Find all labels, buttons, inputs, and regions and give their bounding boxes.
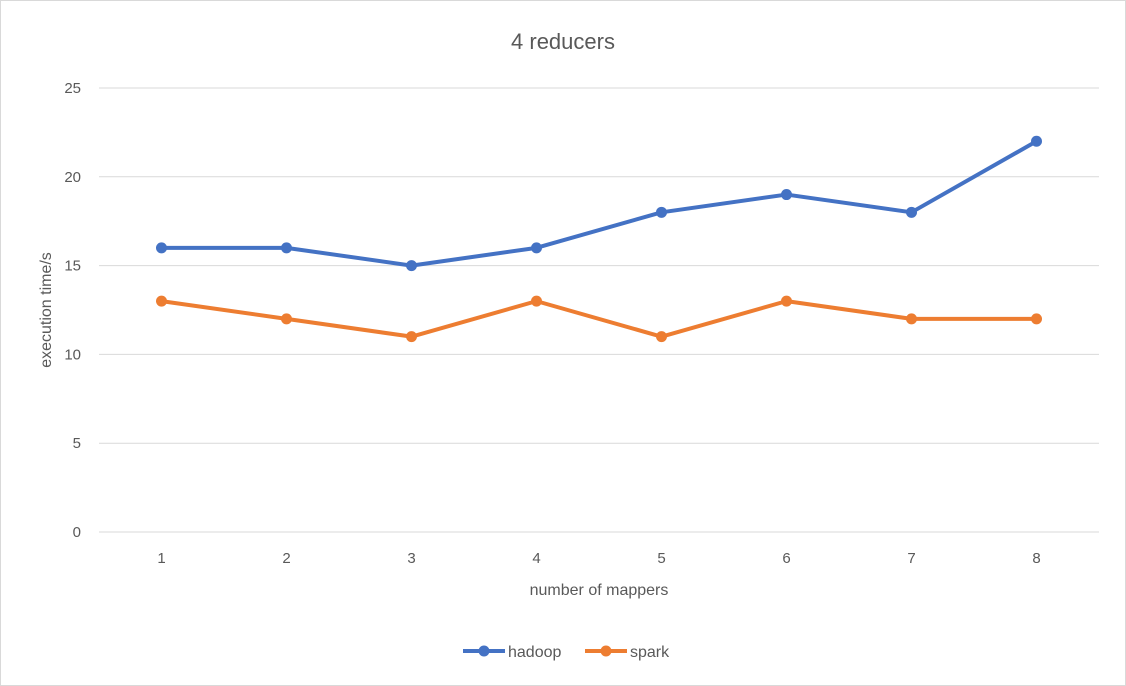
x-axis-ticks: 1 2 3 4 5 6 7 8 bbox=[157, 550, 1040, 567]
x-tick-label: 7 bbox=[907, 550, 915, 567]
data-point-hadoop bbox=[156, 242, 167, 254]
legend: hadoop spark bbox=[463, 644, 670, 661]
x-tick-label: 2 bbox=[282, 550, 290, 567]
series-line-hadoop bbox=[159, 139, 1039, 268]
legend-marker-spark bbox=[600, 645, 612, 657]
data-point-spark bbox=[1031, 313, 1042, 325]
data-point-hadoop bbox=[281, 242, 292, 254]
legend-label-hadoop: hadoop bbox=[508, 644, 561, 661]
x-tick-label: 1 bbox=[157, 550, 165, 567]
x-axis-label: number of mappers bbox=[530, 582, 669, 599]
data-point-spark bbox=[406, 331, 417, 343]
data-point-spark bbox=[281, 313, 292, 325]
y-tick-label: 25 bbox=[64, 80, 81, 97]
data-point-spark bbox=[781, 295, 792, 307]
y-axis-ticks: 0 5 10 15 20 25 bbox=[64, 80, 81, 541]
y-tick-label: 0 bbox=[73, 524, 81, 541]
series-layer bbox=[156, 135, 1042, 343]
legend-item-spark: spark bbox=[585, 644, 670, 661]
y-tick-label: 5 bbox=[73, 435, 81, 452]
data-point-spark bbox=[156, 295, 167, 307]
series-spark bbox=[156, 295, 1042, 343]
data-point-hadoop bbox=[781, 189, 792, 201]
data-point-hadoop bbox=[1031, 135, 1042, 147]
legend-marker-hadoop bbox=[478, 645, 490, 657]
y-tick-label: 15 bbox=[64, 258, 81, 275]
chart-title: 4 reducers bbox=[511, 29, 615, 54]
x-tick-label: 6 bbox=[782, 550, 790, 567]
legend-item-hadoop: hadoop bbox=[463, 644, 561, 661]
gridlines bbox=[99, 87, 1099, 533]
data-point-hadoop bbox=[531, 242, 542, 254]
y-tick-label: 20 bbox=[64, 169, 81, 186]
x-tick-label: 5 bbox=[657, 550, 665, 567]
series-hadoop bbox=[156, 135, 1042, 272]
data-point-hadoop bbox=[406, 260, 417, 272]
x-tick-label: 4 bbox=[532, 550, 540, 567]
data-point-spark bbox=[906, 313, 917, 325]
legend-label-spark: spark bbox=[630, 644, 670, 661]
x-tick-label: 3 bbox=[407, 550, 415, 567]
data-point-spark bbox=[531, 295, 542, 307]
data-point-hadoop bbox=[656, 206, 667, 218]
x-tick-label: 8 bbox=[1032, 550, 1040, 567]
data-point-hadoop bbox=[906, 206, 917, 218]
series-line-spark bbox=[159, 299, 1039, 339]
y-axis-label: execution time/s bbox=[38, 252, 55, 368]
y-tick-label: 10 bbox=[64, 346, 81, 363]
data-point-spark bbox=[656, 331, 667, 343]
